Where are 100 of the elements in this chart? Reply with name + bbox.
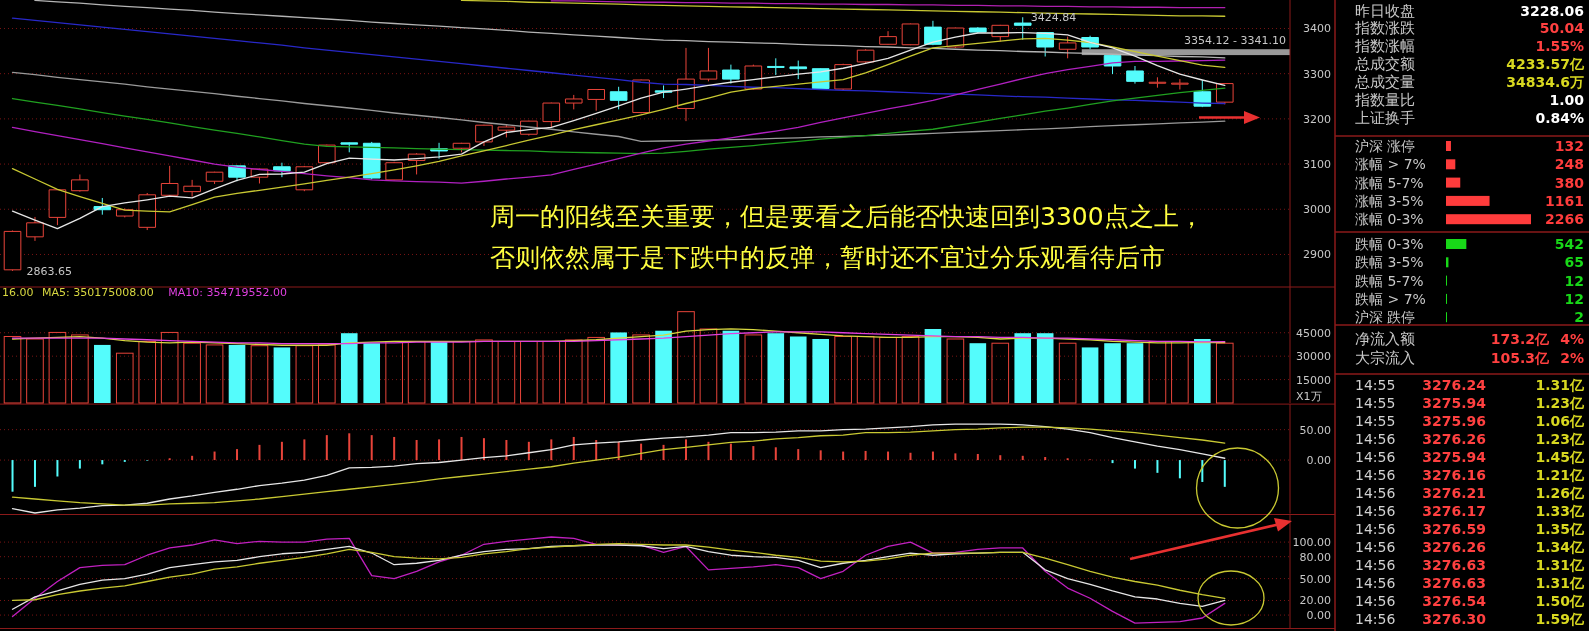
text: 3275.94 [1422, 394, 1487, 411]
bar [946, 338, 965, 404]
text: MA10: 354719552.00 [168, 286, 287, 299]
text: 1.31亿 [1535, 574, 1585, 591]
text: 14:56 [1355, 520, 1396, 537]
bar [789, 336, 807, 403]
bar [677, 311, 695, 404]
candlestick [205, 171, 224, 185]
text: 1.31亿 [1535, 556, 1585, 573]
text: 14:56 [1355, 466, 1396, 483]
y-tick-label: 3400 [1303, 22, 1331, 36]
text: 14:56 [1355, 484, 1396, 501]
text: 14:56 [1355, 556, 1396, 573]
bar [976, 453, 979, 461]
y-tick-label: 沪深 涨停 [1355, 138, 1416, 154]
y-tick-label: 跌幅 > 7% [1355, 290, 1426, 307]
candlestick [1171, 78, 1189, 90]
bar [460, 436, 463, 461]
bar [205, 344, 224, 404]
text: 105.3亿 [1490, 349, 1550, 366]
text: 50.04 [1539, 20, 1585, 37]
text: 指数涨幅 [1354, 37, 1415, 56]
candlestick [632, 79, 650, 114]
text: 3275.94 [1422, 448, 1487, 465]
bar [94, 344, 111, 403]
y-tick-label: 2900 [1303, 248, 1331, 262]
candlestick [475, 124, 493, 147]
y-tick-label: 3100 [1303, 158, 1331, 172]
y-tick-label: 0.00 [1306, 609, 1331, 623]
bar [572, 436, 575, 461]
line-series [11, 71, 1226, 143]
bar [887, 451, 890, 461]
candlestick [71, 173, 89, 193]
candlestick [183, 179, 201, 198]
candlestick [1126, 65, 1144, 85]
bar [115, 352, 134, 404]
text: 大宗流入 [1355, 348, 1415, 367]
bar [879, 336, 897, 404]
bar [1446, 214, 1531, 225]
bar [632, 334, 650, 404]
text: 3276.59 [1422, 520, 1486, 537]
text: 1.23亿 [1535, 394, 1585, 411]
bar [236, 449, 239, 461]
bar [295, 345, 314, 404]
text: 3276.17 [1422, 502, 1486, 519]
candlestick [160, 165, 179, 198]
text: 3228.06 [1520, 2, 1584, 19]
y-tick-label: 100.00 [1292, 536, 1331, 550]
bar [610, 332, 627, 403]
y-tick-label: 15000 [1296, 373, 1331, 387]
text: 173.2亿 [1490, 330, 1550, 347]
bar [1194, 338, 1211, 403]
bar [1036, 333, 1054, 403]
text: 1.34亿 [1535, 538, 1585, 555]
bar [1446, 141, 1451, 151]
data-label: 12 [1564, 290, 1584, 307]
line-series [11, 59, 1226, 184]
text: 3276.26 [1422, 430, 1486, 447]
bar [250, 345, 269, 404]
bar [273, 347, 291, 403]
text: 14:55 [1355, 376, 1396, 393]
bar [527, 441, 530, 461]
text: 14:56 [1355, 538, 1396, 555]
candlestick [1058, 36, 1077, 59]
bar [1104, 343, 1121, 403]
text: 3276.21 [1422, 484, 1486, 501]
bar [33, 460, 36, 487]
bar [71, 334, 89, 404]
bar [258, 444, 261, 461]
data-label: 380 [1554, 174, 1585, 191]
text: 指数量比 [1354, 91, 1415, 109]
bar [797, 449, 800, 461]
text: 2% [1560, 349, 1584, 366]
bar [767, 333, 785, 403]
line-series [11, 536, 1226, 624]
data-label: 2 [1574, 309, 1584, 326]
candlestick [48, 188, 67, 226]
text: 昨日收盘 [1355, 1, 1415, 20]
bar [812, 338, 829, 403]
bar [774, 447, 777, 461]
text: 3276.30 [1422, 610, 1487, 627]
candlestick [1215, 82, 1234, 105]
bar [1223, 460, 1226, 487]
bar [415, 439, 418, 461]
text: 14:56 [1355, 574, 1396, 591]
annotation: 否则依然属于是下跌中的反弹，暂时还不宜过分乐观看待后市 [490, 243, 1165, 272]
text: 1.31亿 [1535, 376, 1585, 393]
text: 1.06亿 [1535, 412, 1585, 429]
text: 1.50亿 [1535, 592, 1585, 609]
bar [1014, 333, 1032, 403]
text: 3276.63 [1422, 574, 1486, 591]
data-label: 132 [1554, 138, 1584, 154]
bar [819, 450, 822, 461]
candlestick [609, 86, 628, 110]
bar [160, 331, 179, 404]
text: MA5: 350175008.00 [42, 286, 154, 299]
bar [213, 451, 216, 461]
text: 1.26亿 [1535, 484, 1585, 501]
y-tick-label: 45000 [1296, 326, 1331, 340]
data-label: 248 [1554, 156, 1584, 173]
